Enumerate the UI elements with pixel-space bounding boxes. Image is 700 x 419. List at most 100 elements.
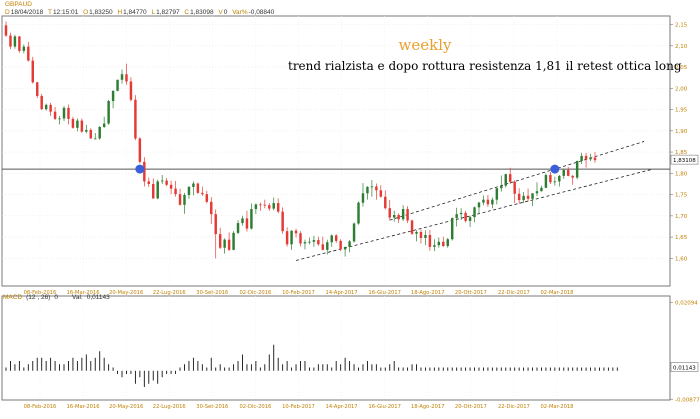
candle-body (535, 191, 539, 194)
candle (540, 185, 543, 192)
candle-body (67, 107, 70, 119)
candle (544, 173, 548, 189)
candle-body (160, 180, 164, 182)
candle-body (89, 129, 93, 139)
candle-body (366, 186, 369, 194)
date-tick-label: 18-Ago-2017 (411, 290, 445, 296)
candle (236, 220, 240, 235)
candle-body (544, 175, 548, 188)
candle (562, 168, 565, 179)
candle-body (379, 190, 383, 197)
candle-body (147, 181, 151, 184)
candle (94, 132, 97, 140)
candle-body (94, 138, 97, 140)
candle (218, 227, 222, 250)
candle-body (210, 201, 213, 215)
candle (464, 210, 467, 223)
candle (102, 116, 106, 128)
candle-body (442, 241, 445, 247)
ohlc-readout: D18/04/2018 T12:15:01 O1,83250 H1,84770 … (5, 9, 277, 16)
candle (379, 185, 383, 198)
candle (334, 234, 338, 244)
candle (116, 79, 119, 92)
candle-body (111, 90, 115, 102)
candle (22, 44, 26, 54)
date-tick-label: 16-Mar-2016 (67, 290, 100, 296)
candle-body (526, 195, 530, 199)
candle-body (268, 205, 271, 209)
date-tick-label: 22-Dic-2017 (498, 290, 530, 296)
candle-body (473, 207, 476, 218)
candle-body (450, 217, 454, 240)
macd-date-tick-label: 30-Set-2016 (196, 404, 228, 410)
candle (201, 186, 204, 196)
candle (9, 32, 12, 50)
candle-body (317, 240, 320, 245)
candle-body (9, 35, 12, 47)
candle-body (339, 240, 342, 250)
candle-body (348, 241, 351, 247)
candle-body (201, 192, 204, 195)
candle-body (36, 82, 39, 96)
candle (120, 69, 124, 84)
candle-body (227, 239, 231, 250)
candle-body (388, 208, 391, 218)
channel-line-upper (389, 141, 645, 221)
candle (428, 229, 432, 251)
macd-panel-frame (1, 295, 671, 401)
candle-body (44, 104, 48, 110)
candle-body (571, 175, 574, 178)
candle (89, 128, 93, 139)
candle-body (468, 217, 472, 221)
candle (71, 116, 75, 129)
macd-value: 0,01143 (86, 294, 110, 301)
macd-params: (12 , 26) (26, 294, 51, 301)
candle (80, 118, 84, 133)
candle (98, 126, 101, 140)
high-label: H (117, 9, 123, 16)
candle (517, 188, 521, 204)
candle-body (281, 211, 284, 232)
candle-body (241, 218, 244, 224)
candle (36, 81, 39, 99)
candle (339, 239, 342, 252)
candle-body (85, 129, 88, 132)
candle (343, 246, 347, 257)
candle-body (98, 126, 101, 139)
candle-body (392, 214, 396, 218)
candle (169, 180, 173, 195)
candle-body (303, 242, 307, 244)
candle-body (62, 107, 66, 119)
macd-date-tick-label: 08-Feb-2016 (24, 404, 57, 410)
price-tick-label: 1,75 (675, 193, 688, 199)
date-tick-label: 02-Mar-2018 (540, 290, 573, 296)
candle-body (517, 193, 521, 201)
candle-body (531, 193, 534, 199)
candle (178, 188, 182, 206)
candle-body (446, 239, 449, 247)
candle (531, 193, 534, 207)
close-value: 1,83098 (190, 9, 214, 16)
candle-body (232, 232, 235, 250)
candle (4, 21, 8, 37)
candle-body (138, 138, 142, 162)
candle-body (152, 183, 155, 199)
candle-body (263, 204, 267, 206)
candle (285, 227, 289, 247)
candle (276, 198, 280, 214)
price-tick-label: 2,10 (675, 44, 688, 50)
candle (352, 222, 356, 243)
candle-body (250, 209, 253, 229)
macd-date-tick-label: 20-May-2016 (109, 404, 143, 410)
candle-body (352, 223, 356, 242)
quote-header: GBPAUD D18/04/2018 T12:15:01 O1,83250 H1… (3, 0, 683, 22)
candle (76, 118, 79, 132)
candle (348, 240, 351, 253)
candle (508, 167, 512, 184)
candle (575, 160, 579, 180)
candle (259, 202, 262, 211)
candle (241, 215, 244, 226)
candle (433, 239, 436, 252)
macd-grid (39, 296, 558, 400)
candle (513, 180, 516, 204)
